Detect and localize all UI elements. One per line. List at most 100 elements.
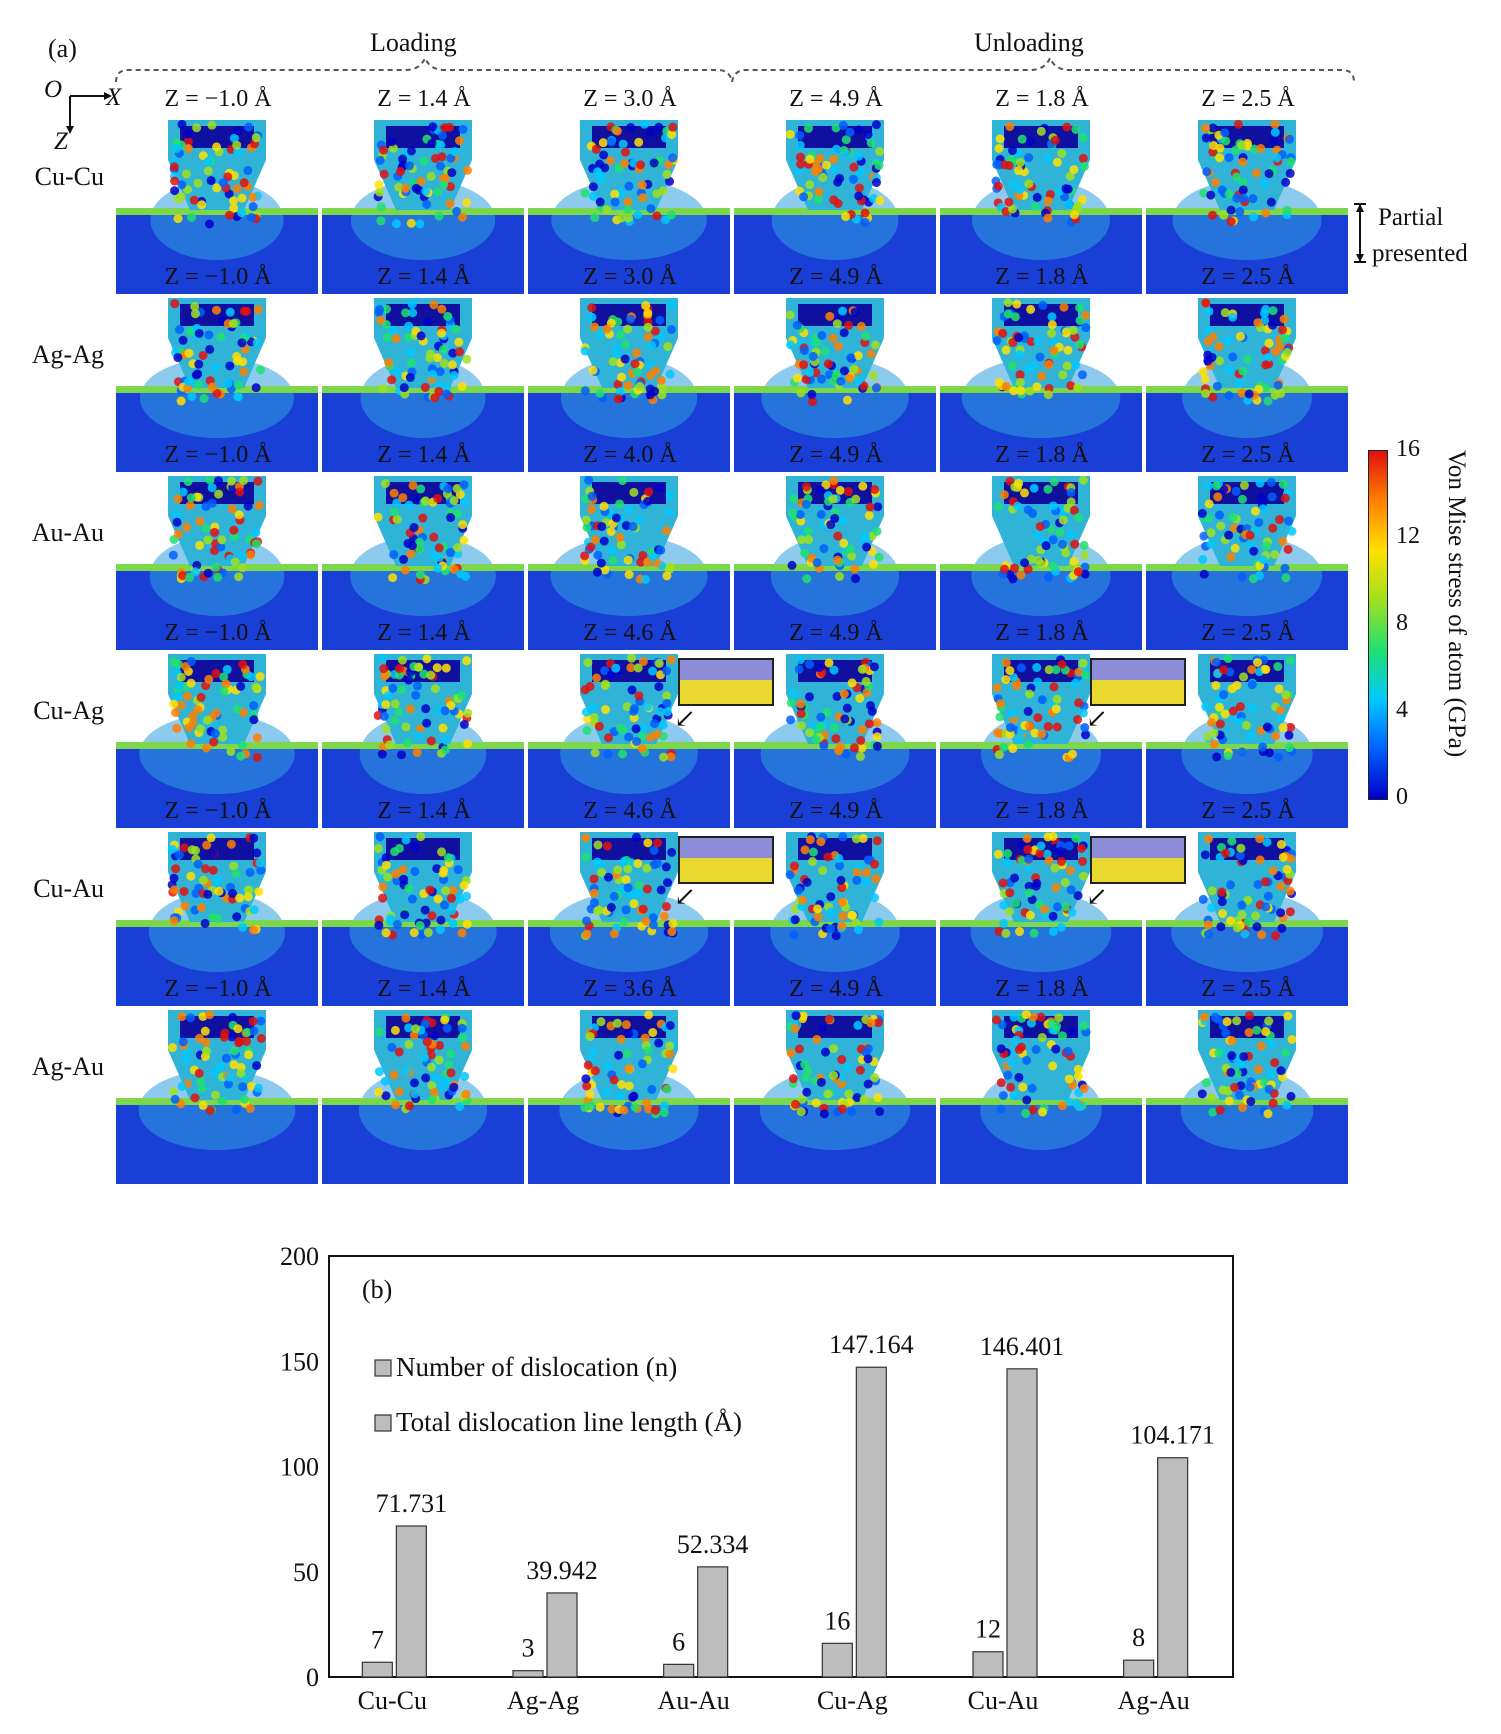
- zoom-inset: [1090, 836, 1186, 884]
- panel-b-label: (b): [362, 1275, 392, 1304]
- stress-snapshot: [734, 298, 936, 472]
- z-label: Z = −1.0 Å: [164, 264, 272, 290]
- loading-bracket: [115, 55, 733, 83]
- stress-snapshot: [1146, 298, 1348, 472]
- z-label: Z = 4.9 Å: [789, 86, 883, 112]
- coordinate-axes: O X Z: [42, 76, 142, 156]
- z-label: Z = 1.8 Å: [995, 976, 1089, 1002]
- z-label: Z = 4.0 Å: [583, 442, 677, 468]
- bar-dislocation-count: [512, 1670, 544, 1678]
- stress-snapshot: [322, 832, 524, 1006]
- y-tick-label: 100: [280, 1453, 319, 1482]
- row-label-ag-au: Ag-Au: [31, 1052, 104, 1081]
- dislocation-bar-chart: 0 50 100 150 200 7 71.731 3 39.942 6 52.334 16 147.…: [280, 1242, 1234, 1715]
- bar-value-label: 147.164: [829, 1330, 914, 1359]
- z-label: Z = 1.4 Å: [377, 976, 471, 1002]
- stress-snapshot: [116, 476, 318, 650]
- stress-snapshot: [116, 298, 318, 472]
- z-label: Z = −1.0 Å: [164, 620, 272, 646]
- x-tick-label: Au-Au: [658, 1686, 730, 1715]
- stress-snapshot: [940, 298, 1142, 472]
- row-label-cu-cu: Cu-Cu: [34, 162, 104, 191]
- row-label-cu-au: Cu-Au: [33, 874, 104, 903]
- bar-value-label: 8: [1132, 1623, 1145, 1652]
- z-label: Z = 1.4 Å: [377, 86, 471, 112]
- z-label: Z = 4.6 Å: [583, 620, 677, 646]
- bar-dislocation-length: [546, 1592, 578, 1678]
- bar-value-label: 146.401: [980, 1332, 1065, 1361]
- z-label: Z = 1.8 Å: [995, 442, 1089, 468]
- plot-frame: [328, 1255, 1234, 1678]
- row-label-cu-ag: Cu-Ag: [33, 696, 104, 725]
- zoom-inset: [678, 836, 774, 884]
- colorbar-tick: 0: [1396, 784, 1408, 810]
- axis-arrows-icon: [66, 92, 112, 134]
- phase-brackets: [115, 55, 1355, 83]
- x-axis-label: X: [106, 84, 122, 111]
- bar-value-label: 3: [522, 1634, 535, 1663]
- bar-dislocation-length: [697, 1566, 729, 1678]
- colorbar-gradient: [1368, 450, 1388, 800]
- stress-snapshot: [528, 832, 730, 1006]
- bar-dislocation-length: [395, 1525, 427, 1678]
- stress-snapshot: [528, 298, 730, 472]
- bar-value-label: 12: [975, 1615, 1001, 1644]
- stress-snapshot: [1146, 832, 1348, 1006]
- bar-value-label: 7: [371, 1625, 384, 1654]
- bar-dislocation-length: [1157, 1457, 1189, 1678]
- z-label: Z = −1.0 Å: [164, 976, 272, 1002]
- z-label: Z = 3.6 Å: [583, 976, 677, 1002]
- bar-dislocation-length: [1006, 1368, 1038, 1678]
- x-tick-label: Ag-Ag: [507, 1686, 579, 1715]
- z-label: Z = 1.8 Å: [995, 86, 1089, 112]
- loading-label: Loading: [370, 28, 457, 57]
- stress-snapshot: [528, 120, 730, 294]
- bar-value-label: 104.171: [1130, 1421, 1215, 1450]
- colorbar-tick: 4: [1396, 697, 1408, 723]
- bar-value-label: 71.731: [376, 1489, 448, 1518]
- row-label-ag-ag: Ag-Ag: [31, 340, 104, 369]
- stress-snapshot: [322, 120, 524, 294]
- inset-arrow-icon: ↙: [674, 704, 696, 733]
- inset-arrow-icon: ↙: [1086, 882, 1108, 911]
- zoom-inset: [1090, 658, 1186, 706]
- inset-arrow-icon: ↙: [1086, 704, 1108, 733]
- legend-swatch-count: [374, 1359, 392, 1377]
- partial-note-line1: Partial: [1378, 204, 1444, 231]
- bar-dislocation-length: [855, 1366, 887, 1678]
- y-tick-label: 150: [280, 1347, 319, 1376]
- z-label: Z = 2.5 Å: [1201, 798, 1295, 824]
- z-label: Z = 1.4 Å: [377, 264, 471, 290]
- x-tick-label: Cu-Au: [968, 1686, 1039, 1715]
- zoom-inset: [678, 658, 774, 706]
- z-label: Z = 4.6 Å: [583, 798, 677, 824]
- inset-arrow-icon: ↙: [674, 882, 696, 911]
- bar-dislocation-count: [1123, 1659, 1155, 1678]
- legend-label-count: Number of dislocation (n): [396, 1352, 677, 1382]
- stress-snapshot: [116, 1010, 318, 1184]
- z-label: Z = 4.9 Å: [789, 442, 883, 468]
- stress-snapshot: [322, 298, 524, 472]
- z-axis-label: Z: [54, 128, 68, 155]
- stress-snapshot: [734, 832, 936, 1006]
- stress-snapshot: [940, 1010, 1142, 1184]
- z-label: Z = 1.4 Å: [377, 620, 471, 646]
- stress-snapshot: [116, 832, 318, 1006]
- bar-dislocation-count: [663, 1663, 695, 1678]
- colorbar-tick: 12: [1396, 523, 1420, 549]
- origin-label: O: [44, 76, 63, 103]
- colorbar: 16 12 8 4 0 Von Mise stress of atom (GPa): [1368, 436, 1501, 810]
- z-label: Z = −1.0 Å: [164, 86, 272, 112]
- y-tick-label: 0: [306, 1663, 319, 1692]
- stress-snapshot: [116, 654, 318, 828]
- stress-snapshot: [1146, 476, 1348, 650]
- panel-a-label: (a): [48, 34, 77, 63]
- stress-snapshot: [1146, 1010, 1348, 1184]
- z-label: Z = 1.8 Å: [995, 264, 1089, 290]
- z-label: Z = 2.5 Å: [1201, 264, 1295, 290]
- y-tick-label: 50: [293, 1558, 319, 1587]
- z-label: Z = 4.9 Å: [789, 620, 883, 646]
- z-label: Z = 3.0 Å: [583, 264, 677, 290]
- z-label: Z = 4.9 Å: [789, 264, 883, 290]
- z-label: Z = 1.4 Å: [377, 798, 471, 824]
